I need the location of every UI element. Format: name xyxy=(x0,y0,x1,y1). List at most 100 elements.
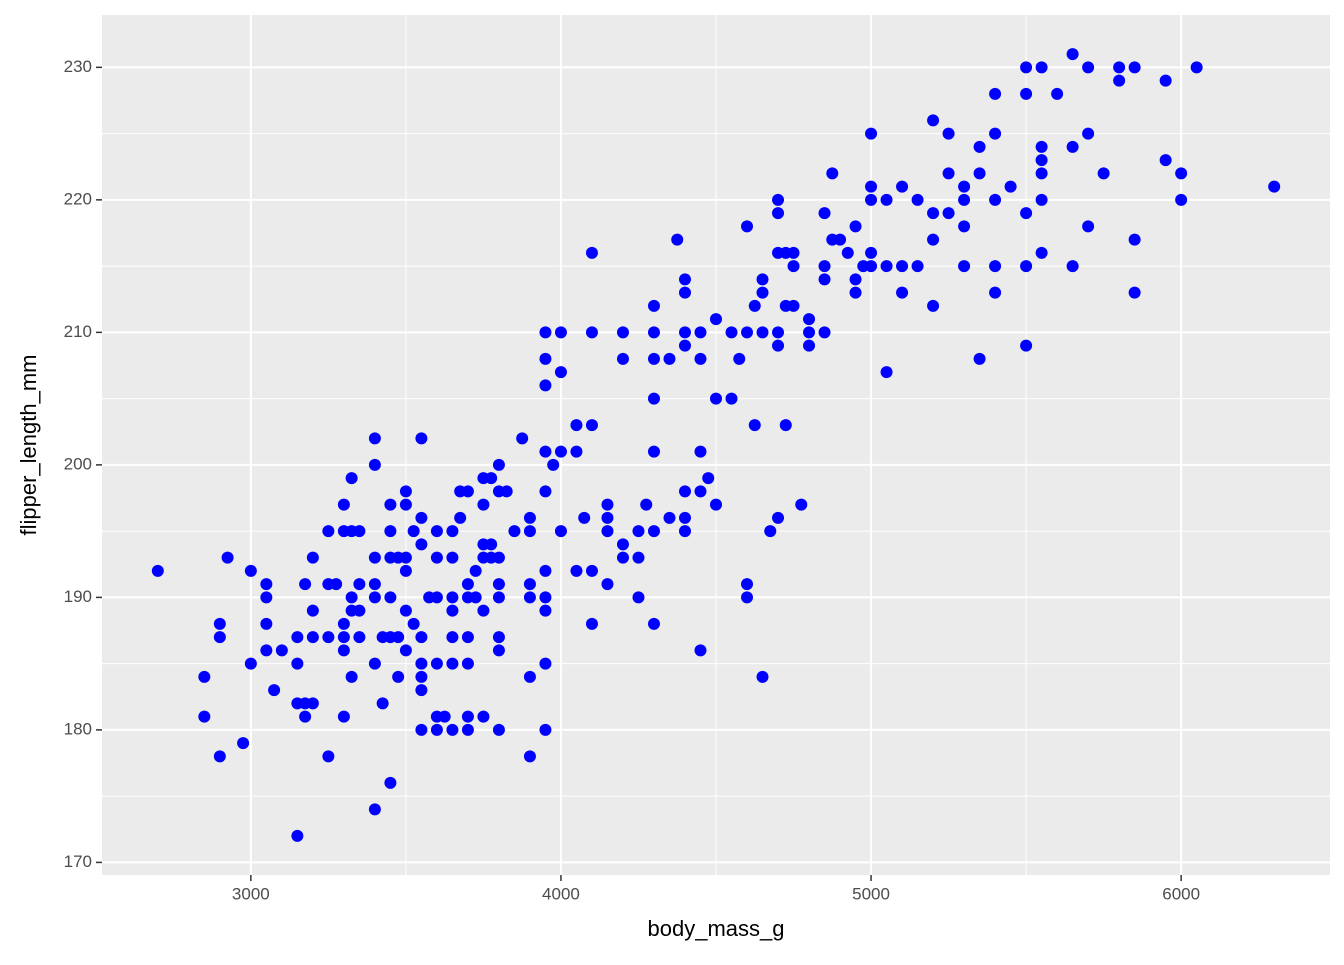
point xyxy=(539,564,552,577)
point xyxy=(523,670,536,683)
point xyxy=(733,352,746,365)
point xyxy=(958,260,971,273)
point xyxy=(1066,140,1079,153)
point xyxy=(353,525,366,538)
point xyxy=(337,631,350,644)
point xyxy=(461,710,474,723)
point xyxy=(268,684,281,697)
point xyxy=(539,485,552,498)
point xyxy=(973,167,986,180)
point xyxy=(1113,74,1126,87)
point xyxy=(1035,193,1048,206)
point xyxy=(865,127,878,140)
point xyxy=(523,511,536,524)
point xyxy=(702,472,715,485)
point xyxy=(1082,127,1095,140)
point xyxy=(710,498,722,511)
point xyxy=(647,617,660,630)
point xyxy=(384,591,397,604)
point xyxy=(213,750,226,763)
point xyxy=(368,458,381,471)
point xyxy=(601,511,614,524)
point xyxy=(275,644,288,657)
y-axis-title: flipper_length_mm xyxy=(16,355,41,536)
point xyxy=(306,697,319,710)
point xyxy=(927,299,940,312)
point xyxy=(694,352,707,365)
point xyxy=(384,498,397,511)
point xyxy=(221,551,234,564)
point xyxy=(554,445,567,458)
point xyxy=(446,525,459,538)
point xyxy=(1097,167,1110,180)
point xyxy=(523,750,536,763)
point xyxy=(1020,207,1033,220)
point xyxy=(368,551,381,564)
point xyxy=(554,366,567,379)
point xyxy=(647,299,660,312)
point xyxy=(368,591,381,604)
point xyxy=(834,233,847,246)
point xyxy=(1175,193,1188,206)
point xyxy=(322,525,335,538)
point xyxy=(1035,61,1048,74)
point xyxy=(384,525,397,538)
point xyxy=(539,604,552,617)
point xyxy=(477,604,490,617)
point xyxy=(415,670,428,683)
point xyxy=(1082,61,1095,74)
point xyxy=(244,657,257,670)
point xyxy=(299,710,312,723)
point xyxy=(237,737,250,750)
point xyxy=(1004,180,1017,193)
point xyxy=(244,564,257,577)
point xyxy=(741,326,754,339)
point xyxy=(539,445,552,458)
point xyxy=(485,472,498,485)
point xyxy=(585,326,598,339)
point xyxy=(399,498,412,511)
y-tick-label: 200 xyxy=(64,454,92,473)
point xyxy=(407,617,420,630)
point xyxy=(430,591,443,604)
point xyxy=(942,207,955,220)
point xyxy=(756,670,769,683)
point xyxy=(585,419,598,432)
point xyxy=(779,419,792,432)
point xyxy=(678,286,691,299)
point xyxy=(539,723,552,736)
point xyxy=(694,644,707,657)
point xyxy=(415,432,428,445)
point xyxy=(492,551,505,564)
point xyxy=(260,644,273,657)
point xyxy=(748,419,761,432)
point xyxy=(399,564,412,577)
point xyxy=(345,591,358,604)
point xyxy=(694,445,707,458)
point xyxy=(942,167,955,180)
point xyxy=(368,578,381,591)
point xyxy=(446,551,459,564)
point xyxy=(353,578,366,591)
point xyxy=(485,538,498,551)
point xyxy=(384,776,397,789)
point xyxy=(508,525,521,538)
point xyxy=(663,352,676,365)
point xyxy=(911,193,924,206)
point xyxy=(446,657,459,670)
point xyxy=(1035,246,1048,259)
point xyxy=(322,750,335,763)
point xyxy=(539,379,552,392)
point xyxy=(345,670,358,683)
point xyxy=(647,326,660,339)
point xyxy=(1128,233,1141,246)
point xyxy=(337,644,350,657)
point xyxy=(330,578,343,591)
point xyxy=(446,604,459,617)
point xyxy=(741,591,754,604)
point xyxy=(291,829,304,842)
point xyxy=(1020,61,1033,74)
point xyxy=(345,472,358,485)
point xyxy=(927,207,940,220)
